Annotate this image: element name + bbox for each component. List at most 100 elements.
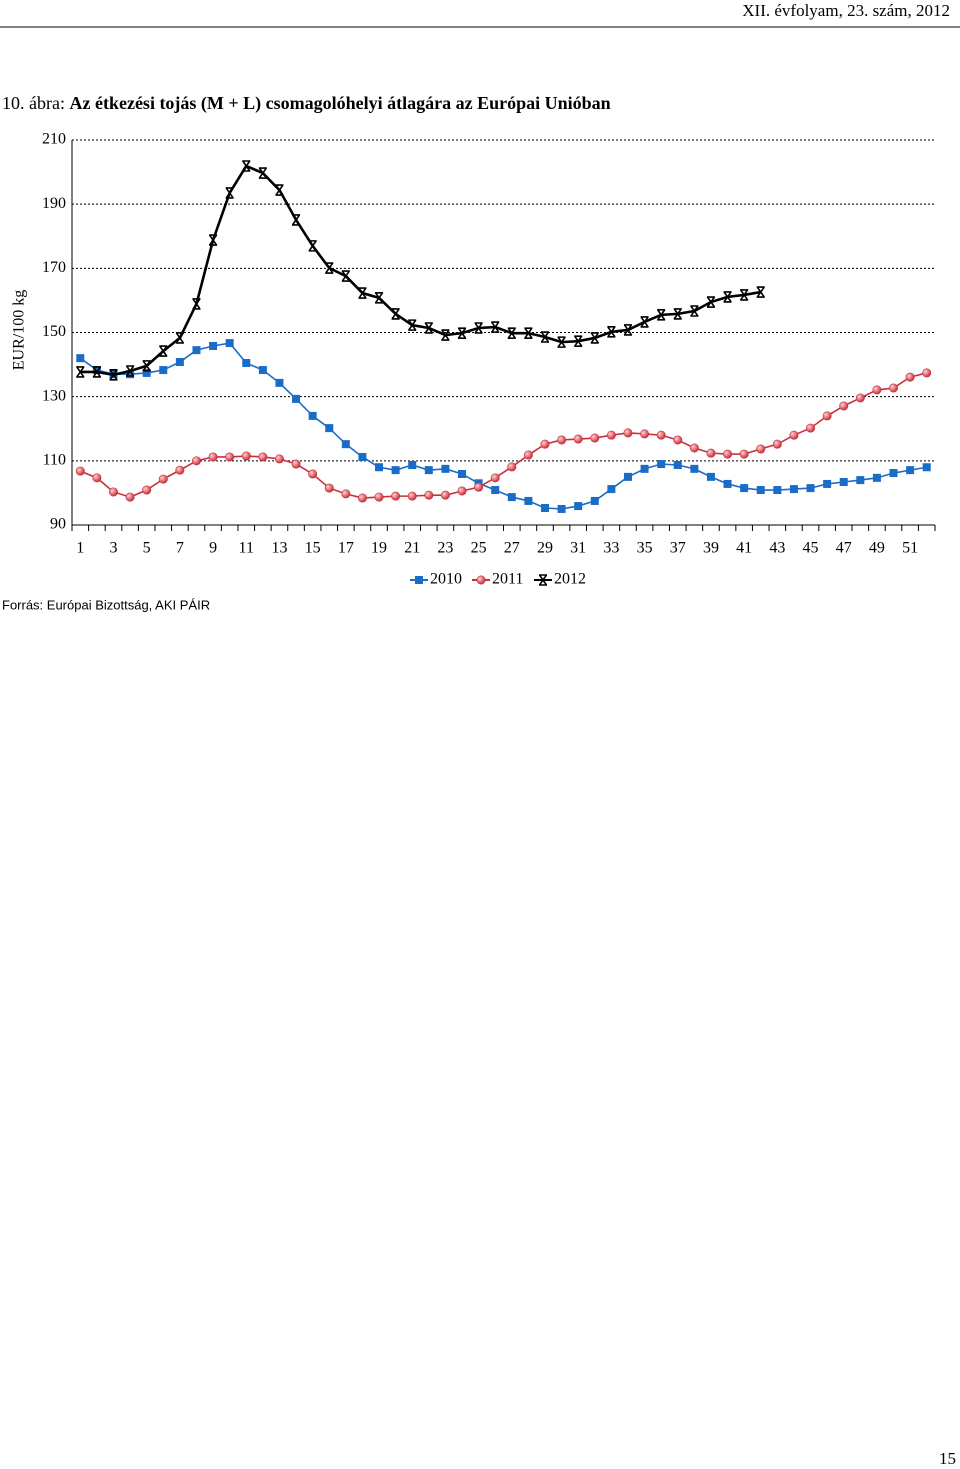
x-tick-label: 15 (305, 540, 321, 557)
marker (540, 503, 549, 512)
marker (590, 496, 599, 505)
marker (607, 326, 616, 338)
marker (623, 324, 633, 336)
marker (192, 346, 201, 355)
marker (523, 450, 533, 460)
marker (507, 462, 517, 472)
marker (142, 360, 151, 372)
x-tick-label: 31 (570, 540, 586, 557)
marker (689, 443, 699, 453)
marker (358, 287, 367, 299)
y-tick-label: 130 (42, 387, 66, 404)
marker (374, 492, 384, 502)
marker (408, 461, 417, 470)
marker (441, 464, 450, 473)
marker (357, 493, 367, 503)
legend-label: 2012 (554, 571, 586, 588)
x-tick-label: 17 (338, 540, 354, 557)
marker (839, 478, 848, 487)
marker (126, 370, 135, 379)
marker (557, 435, 567, 445)
x-tick-label: 37 (670, 540, 686, 557)
legend-label: 2010 (430, 571, 462, 588)
marker (574, 335, 583, 347)
marker (92, 473, 102, 483)
marker (656, 430, 666, 440)
marker (441, 329, 450, 341)
y-tick-label: 90 (50, 516, 66, 533)
marker (308, 411, 317, 420)
x-tick-label: 33 (603, 540, 619, 557)
x-tick-label: 11 (239, 540, 254, 557)
marker (657, 309, 666, 321)
marker (92, 366, 101, 375)
y-tick-label: 210 (42, 131, 66, 148)
marker (292, 394, 301, 403)
source-note: Forrás: Európai Bizottság, AKI PÁIR (2, 597, 210, 612)
x-tick-label: 1 (76, 540, 84, 557)
marker (159, 345, 168, 357)
marker (922, 368, 932, 378)
marker (291, 214, 301, 226)
marker (274, 454, 284, 464)
marker (855, 393, 865, 403)
marker (905, 372, 915, 382)
marker (325, 262, 334, 274)
x-tick-label: 21 (404, 540, 420, 557)
marker (823, 479, 832, 488)
marker (76, 366, 85, 378)
marker (125, 365, 135, 377)
marker (557, 336, 566, 348)
chart-title: Az étkezési tojás (M + L) csomagolóhelyi… (69, 93, 610, 114)
marker (491, 321, 500, 333)
marker (773, 486, 782, 495)
marker (457, 486, 467, 496)
marker (275, 184, 284, 196)
marker (673, 461, 682, 470)
marker (524, 496, 533, 505)
marker (291, 459, 301, 469)
marker (242, 358, 251, 367)
x-tick-label: 39 (703, 540, 719, 557)
x-tick-label: 5 (143, 540, 151, 557)
y-tick-label: 150 (42, 323, 66, 340)
marker (606, 430, 616, 440)
marker (723, 479, 732, 488)
marker (191, 456, 201, 466)
marker (657, 460, 666, 469)
marker (76, 354, 85, 363)
marker (208, 234, 218, 246)
page-number: 15 (939, 1449, 956, 1468)
x-tick-label: 43 (769, 540, 785, 557)
marker (209, 341, 218, 350)
marker (341, 270, 350, 282)
marker (440, 490, 450, 500)
marker (424, 322, 433, 334)
x-tick-label: 45 (803, 540, 819, 557)
marker (275, 378, 284, 387)
y-tick-label: 170 (42, 259, 66, 276)
marker (490, 473, 500, 483)
marker (474, 322, 483, 334)
marker (739, 449, 749, 459)
x-tick-label: 3 (109, 540, 117, 557)
x-tick-label: 27 (504, 540, 520, 557)
marker (109, 369, 118, 381)
marker (507, 493, 516, 502)
marker (690, 464, 699, 473)
marker (225, 187, 234, 199)
marker (258, 366, 267, 375)
x-tick-label: 47 (836, 540, 852, 557)
marker (623, 472, 632, 481)
marker (408, 319, 417, 331)
marker (574, 502, 583, 511)
marker (756, 486, 765, 495)
marker (590, 433, 600, 443)
marker (789, 430, 799, 440)
marker (225, 452, 235, 462)
y-tick-label: 110 (43, 452, 66, 469)
marker (872, 385, 882, 395)
marker (175, 358, 184, 367)
